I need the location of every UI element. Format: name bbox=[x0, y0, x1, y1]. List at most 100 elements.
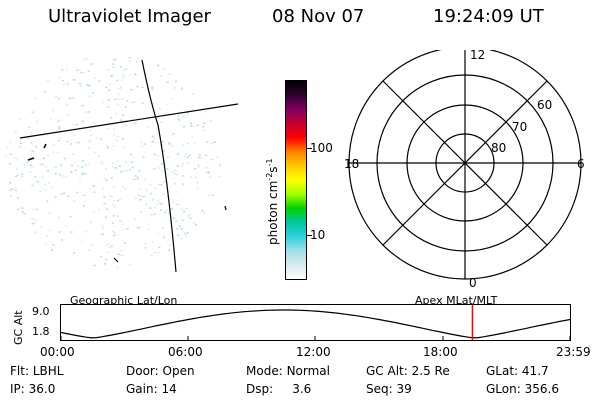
uv-speckle bbox=[113, 231, 116, 234]
uv-speckle bbox=[115, 112, 118, 115]
uv-speckle bbox=[160, 209, 162, 211]
uv-speckle bbox=[116, 79, 119, 82]
uv-speckle bbox=[169, 244, 172, 246]
uv-speckle bbox=[168, 142, 171, 144]
uv-speckle bbox=[131, 166, 134, 169]
uv-speckle bbox=[157, 167, 160, 169]
time-tick: 00:00 bbox=[40, 345, 75, 359]
uv-speckle bbox=[137, 57, 139, 59]
uv-speckle bbox=[186, 232, 189, 234]
uv-speckle bbox=[67, 113, 70, 116]
uv-speckle bbox=[59, 137, 62, 139]
uv-speckle bbox=[61, 175, 64, 177]
uv-speckle bbox=[9, 153, 12, 155]
uv-speckle bbox=[129, 263, 132, 266]
uv-speckle bbox=[197, 165, 200, 168]
uv-speckle bbox=[29, 142, 32, 144]
uv-speckle bbox=[42, 157, 45, 160]
uv-speckle bbox=[164, 211, 167, 213]
uv-speckle bbox=[147, 228, 150, 231]
uv-speckle bbox=[203, 211, 206, 214]
uv-speckle bbox=[161, 141, 164, 143]
uv-speckle bbox=[112, 66, 115, 68]
uv-speckle bbox=[100, 161, 103, 163]
uv-speckle bbox=[18, 145, 21, 148]
uv-speckle bbox=[52, 151, 55, 153]
uv-speckle bbox=[145, 188, 148, 191]
uv-speckle bbox=[187, 162, 190, 164]
uv-speckle bbox=[108, 89, 111, 91]
uv-speckle bbox=[190, 122, 192, 125]
uv-speckle bbox=[87, 111, 90, 113]
uv-speckle bbox=[138, 226, 141, 229]
uv-speckle bbox=[93, 185, 95, 187]
uv-speckle bbox=[121, 138, 124, 140]
uv-speckle bbox=[145, 203, 148, 206]
uv-speckle bbox=[88, 95, 91, 98]
status-dsp: Dsp: 3.6 bbox=[246, 382, 312, 396]
uv-speckle bbox=[94, 77, 97, 79]
uv-speckle bbox=[163, 181, 166, 183]
uv-speckle bbox=[199, 156, 202, 159]
uv-speckle bbox=[150, 140, 153, 143]
uv-speckle bbox=[46, 235, 49, 237]
uv-speckle bbox=[11, 188, 14, 190]
uv-speckle bbox=[48, 182, 50, 184]
uv-speckle bbox=[188, 214, 191, 216]
uv-speckle bbox=[21, 211, 24, 213]
uv-speckle bbox=[79, 180, 81, 183]
uv-speckle bbox=[118, 165, 121, 167]
uv-speckle bbox=[94, 151, 97, 153]
uv-speckle bbox=[117, 215, 120, 217]
uv-speckle bbox=[118, 87, 121, 90]
uv-speckle bbox=[147, 223, 150, 225]
uv-speckle bbox=[43, 183, 46, 186]
uv-speckle bbox=[47, 79, 49, 82]
uv-speckle bbox=[36, 120, 38, 123]
uv-speckle bbox=[133, 101, 136, 103]
uv-speckle bbox=[133, 73, 136, 75]
uv-speckle bbox=[34, 176, 37, 178]
uv-speckle bbox=[120, 250, 123, 252]
uv-speckle bbox=[9, 189, 12, 191]
uv-speckle bbox=[178, 118, 181, 121]
uv-speckle bbox=[23, 212, 26, 215]
uv-speckle bbox=[122, 185, 125, 188]
uv-speckle bbox=[107, 106, 110, 108]
uv-speckle bbox=[209, 119, 212, 122]
uv-speckle bbox=[52, 143, 55, 146]
uv-speckle bbox=[28, 126, 31, 129]
uv-speckle bbox=[90, 63, 93, 65]
geographic-image bbox=[4, 56, 239, 273]
uv-speckle bbox=[176, 164, 179, 167]
uv-speckle bbox=[82, 205, 85, 207]
uv-speckle bbox=[79, 85, 82, 87]
time-tick: 12:00 bbox=[296, 345, 331, 359]
uv-speckle bbox=[136, 61, 138, 63]
uv-speckle bbox=[177, 234, 180, 237]
coast-mark bbox=[27, 157, 35, 161]
lat-label-60: 60 bbox=[537, 98, 553, 112]
uv-speckle bbox=[107, 127, 110, 130]
uv-speckle bbox=[107, 69, 110, 71]
uv-speckle bbox=[138, 169, 141, 172]
uv-speckle bbox=[60, 119, 63, 121]
uv-speckle bbox=[152, 140, 155, 143]
uv-speckle bbox=[204, 110, 207, 113]
uv-speckle bbox=[182, 183, 185, 185]
status-mode: Mode: Normal bbox=[246, 364, 330, 378]
uv-speckle bbox=[84, 164, 87, 166]
uv-speckle bbox=[157, 232, 160, 235]
uv-speckle bbox=[159, 202, 161, 204]
uv-speckle bbox=[113, 128, 116, 131]
uv-speckle bbox=[15, 175, 18, 178]
uv-speckle bbox=[209, 176, 212, 178]
uv-speckle bbox=[9, 195, 12, 197]
uv-speckle bbox=[157, 184, 160, 186]
longitude-line bbox=[141, 59, 177, 273]
uv-speckle bbox=[34, 97, 37, 100]
uv-speckle bbox=[114, 167, 117, 169]
uv-speckle bbox=[117, 199, 120, 202]
uv-speckle bbox=[181, 87, 184, 90]
uv-speckle bbox=[102, 227, 104, 230]
